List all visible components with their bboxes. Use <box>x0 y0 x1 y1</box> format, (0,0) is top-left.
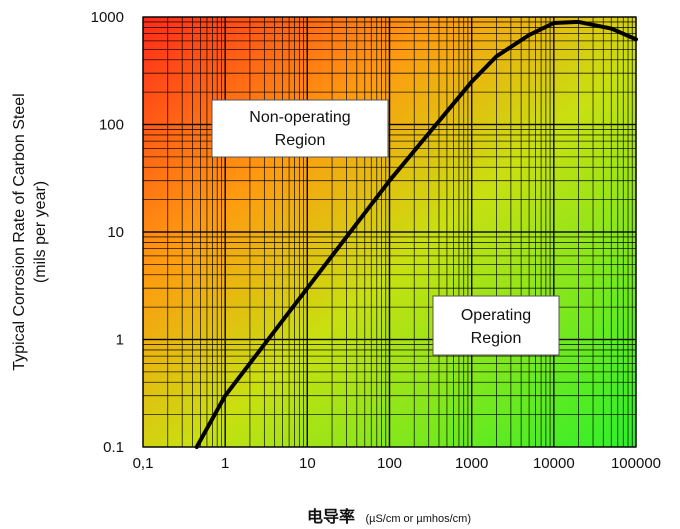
x-tick-label: 0,1 <box>133 455 154 472</box>
x-tick-label: 1 <box>221 455 229 472</box>
y-tick-label: 1 <box>116 332 124 349</box>
x-axis-label-main: 电导率 <box>307 507 355 526</box>
annotation-operating: Operating Region <box>432 295 560 356</box>
annotation-non-operating-line1: Non-operating <box>249 109 350 126</box>
y-axis-label-line1: Typical Corrosion Rate of Carbon Steel <box>11 93 28 370</box>
x-tick-label: 10000 <box>533 455 575 472</box>
series-group <box>194 19 638 449</box>
annotation-box-non-operating <box>211 99 389 158</box>
y-axis-label-line2: (mils per year) <box>32 181 49 283</box>
plot-border <box>142 16 637 448</box>
x-tick-label: 10 <box>299 455 316 472</box>
x-axis-label: 电导率 (µS/cm or µmhos/cm) <box>307 507 471 526</box>
x-tick-label: 100 <box>377 455 402 472</box>
x-tick-label: 100000 <box>611 455 661 472</box>
x-axis-label-unit: (µS/cm or µmhos/cm) <box>365 513 471 525</box>
y-axis-label: Typical Corrosion Rate of Carbon Steel (… <box>11 93 49 370</box>
y-tick-label: 1000 <box>91 9 124 26</box>
y-tick-label: 10 <box>107 224 124 241</box>
annotation-box-operating <box>432 295 560 356</box>
annotation-operating-line2: Region <box>471 330 522 347</box>
annotation-non-operating-line2: Region <box>275 132 326 149</box>
annotation-operating-line1: Operating <box>461 307 531 324</box>
y-tick-label: 0.1 <box>103 439 124 456</box>
annotation-non-operating: Non-operating Region <box>211 99 389 158</box>
x-tick-label: 1000 <box>455 455 488 472</box>
corrosion-rate-line <box>194 19 638 449</box>
y-tick-labels: 1000 100 10 1 0.1 <box>91 9 124 456</box>
y-tick-label: 100 <box>99 117 124 134</box>
x-tick-labels: 0,1 1 10 100 1000 10000 100000 <box>133 455 661 472</box>
grid-lines <box>142 16 637 448</box>
